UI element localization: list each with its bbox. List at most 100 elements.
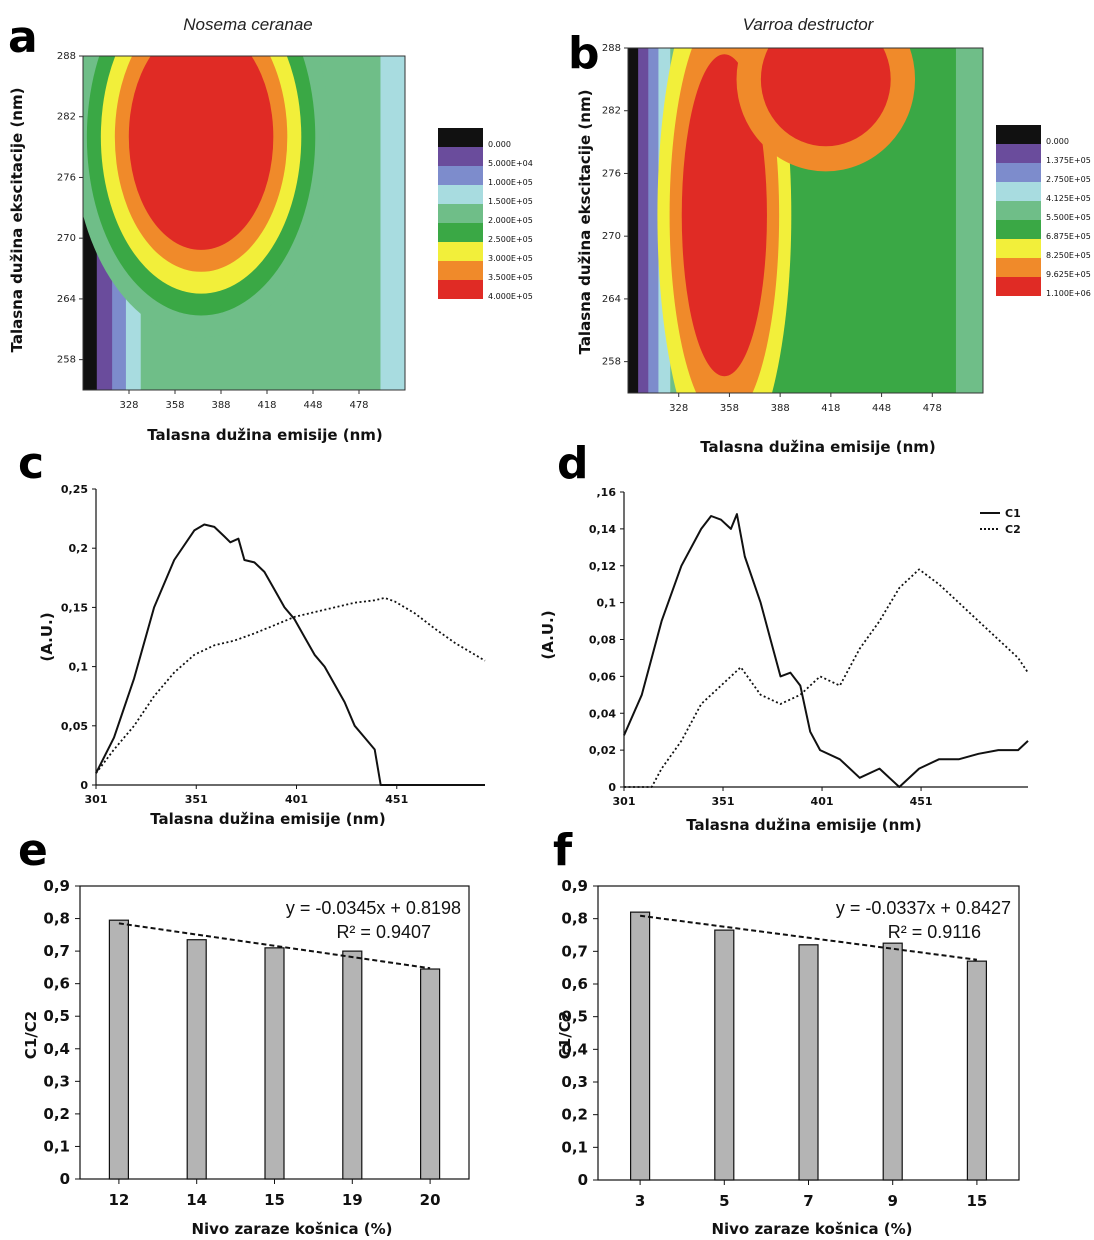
x-tick-label-2: 388: [211, 400, 230, 411]
y-tick-label-0: 0: [578, 1171, 588, 1189]
x-tick-label-3: 418: [257, 400, 276, 411]
bar-9: [882, 942, 903, 1181]
heatmap-plot-a: [83, 56, 405, 390]
legend-label-6: 8.250E+05: [1046, 251, 1091, 260]
heatmap-band-2: [648, 48, 660, 393]
chart-title-a: Nosema ceranae: [183, 15, 312, 34]
legend-swatch-7: [438, 261, 483, 280]
bar-3: [629, 911, 651, 1181]
x-axis-label: Nivo zaraze košnica (%): [711, 1220, 912, 1238]
y-tick-label-1: 282: [57, 112, 76, 123]
y-tick-label-5: 258: [602, 357, 621, 368]
x-tick-label-15: 15: [966, 1192, 987, 1210]
y-tick-label-3: 0,3: [561, 1073, 588, 1091]
x-axis-label: Talasna dužina emisije (nm): [147, 426, 383, 444]
y-tick-label-0: 0: [60, 1170, 70, 1188]
y-tick-label-1: 0,05: [61, 720, 88, 733]
heatmap-band-1: [638, 48, 650, 393]
y-tick-label-8: ,16: [597, 486, 617, 499]
heatmap-edge-band: [955, 48, 983, 393]
x-tick-label-1: 351: [712, 795, 735, 808]
x-tick-label-1: 351: [185, 793, 208, 806]
x-axis-label: Nivo zaraze košnica (%): [191, 1220, 392, 1238]
panel-c: c 0 0,05 0,1 0,15 0,2 0,25 301 351 401 451 Talasna …: [18, 438, 486, 828]
legend-swatch-5: [996, 220, 1041, 239]
legend-label-4: 5.500E+05: [1046, 213, 1091, 222]
contour-level-8-peak-0: [681, 54, 767, 377]
series-line-C2: [624, 568, 1029, 788]
x-tick-label-3: 451: [910, 795, 933, 808]
legend-label-8: 1.100E+06: [1046, 289, 1091, 298]
legend-swatch-5: [438, 223, 483, 242]
y-axis-label: (A.U.): [38, 612, 56, 661]
legend-label-7: 9.625E+05: [1046, 270, 1091, 279]
y-tick-label-5: 0,5: [561, 1008, 588, 1026]
y-tick-label-4: 0,2: [69, 542, 89, 555]
series-line-C1: [623, 513, 1029, 788]
legend-swatch-6: [996, 239, 1041, 258]
y-tick-label-2: 276: [57, 172, 76, 183]
panel-letter-e: e: [18, 825, 48, 876]
legend-swatch-1: [996, 144, 1041, 163]
x-tick-label-5: 5: [719, 1192, 729, 1210]
x-tick-label-0: 301: [613, 795, 636, 808]
plot-frame: [82, 55, 406, 391]
panel-letter-b: b: [568, 28, 600, 79]
y-tick-label-7: 0,7: [561, 942, 588, 960]
y-axis-label: C1/C2: [22, 1011, 40, 1059]
bar-5: [714, 929, 735, 1181]
bar-12: [108, 919, 130, 1180]
y-tick-label-1: 0,1: [561, 1138, 588, 1156]
series-line-solid: [95, 523, 485, 786]
y-tick-label-4: 264: [57, 294, 76, 305]
x-tick-label-0: 328: [669, 403, 688, 414]
trendline: [639, 914, 978, 961]
panel-letter-d: d: [557, 438, 589, 489]
series-line-dotted: [95, 597, 486, 774]
trendline-equation: y = -0.0337x + 0.8427: [836, 898, 1011, 918]
panel-letter-a: a: [8, 12, 38, 63]
legend-swatch-0: [996, 125, 1041, 144]
y-tick-label-2: 0,2: [43, 1105, 70, 1123]
legend-label-1: 1.375E+05: [1046, 156, 1091, 165]
legend-swatch-7: [996, 258, 1041, 277]
legend-swatch-2: [996, 163, 1041, 182]
x-tick-label-5: 478: [923, 403, 942, 414]
y-tick-label-0: 288: [57, 51, 76, 62]
heatmap-band-0: [628, 48, 640, 393]
panel-f: f 0 0,1 0,2 0,3 0,4 0,5 0,6 0,7 0,8 0,9 3 5 7 9 15 y = -…: [553, 825, 1020, 1238]
x-tick-label-14: 14: [186, 1191, 207, 1209]
y-axis-label: Talasna dužina ekscitacije (nm): [576, 90, 594, 355]
x-tick-label-9: 9: [887, 1192, 897, 1210]
legend-label-C1: C1: [1005, 507, 1021, 520]
y-tick-label-8: 0,8: [561, 910, 588, 928]
y-tick-label-2: 0,1: [69, 661, 89, 674]
legend-label-2: 2.750E+05: [1046, 175, 1091, 184]
y-tick-label-5: 0,5: [43, 1007, 70, 1025]
y-tick-label-7: 0,7: [43, 942, 70, 960]
y-tick-label-3: 0,06: [589, 670, 616, 683]
y-tick-label-4: 0,4: [43, 1040, 70, 1058]
heatmap-edge-band: [380, 56, 405, 390]
y-tick-label-3: 270: [57, 233, 76, 244]
legend-label-C2: C2: [1005, 523, 1021, 536]
y-tick-label-5: 0,25: [61, 483, 88, 496]
bar-19: [342, 950, 363, 1180]
panel-a: a 328 358 388 418 448 478 288 282 276 270 264 258 Nos…: [8, 12, 533, 444]
y-tick-label-3: 270: [602, 231, 621, 242]
contour-level-8-peak-1: [760, 48, 891, 147]
legend-label-3: 4.125E+05: [1046, 194, 1091, 203]
y-axis-label: C1/C2: [556, 1011, 574, 1059]
trendline-equation: y = -0.0345x + 0.8198: [286, 898, 461, 918]
panel-d: d 0 0,02 0,04 0,06 0,08 0,1 0,12 0,14 ,16 301 351 40…: [539, 438, 1029, 834]
y-tick-label-5: 258: [57, 355, 76, 366]
bar-15: [264, 947, 285, 1180]
legend-label-0: 0.000: [1046, 137, 1069, 146]
y-tick-label-2: 276: [602, 168, 621, 179]
x-tick-label-2: 401: [811, 795, 834, 808]
x-axis-label: Talasna dužina emisije (nm): [686, 816, 922, 834]
bar-14: [186, 939, 207, 1180]
x-tick-label-3: 3: [635, 1192, 645, 1210]
y-tick-label-4: 0,08: [589, 634, 616, 647]
